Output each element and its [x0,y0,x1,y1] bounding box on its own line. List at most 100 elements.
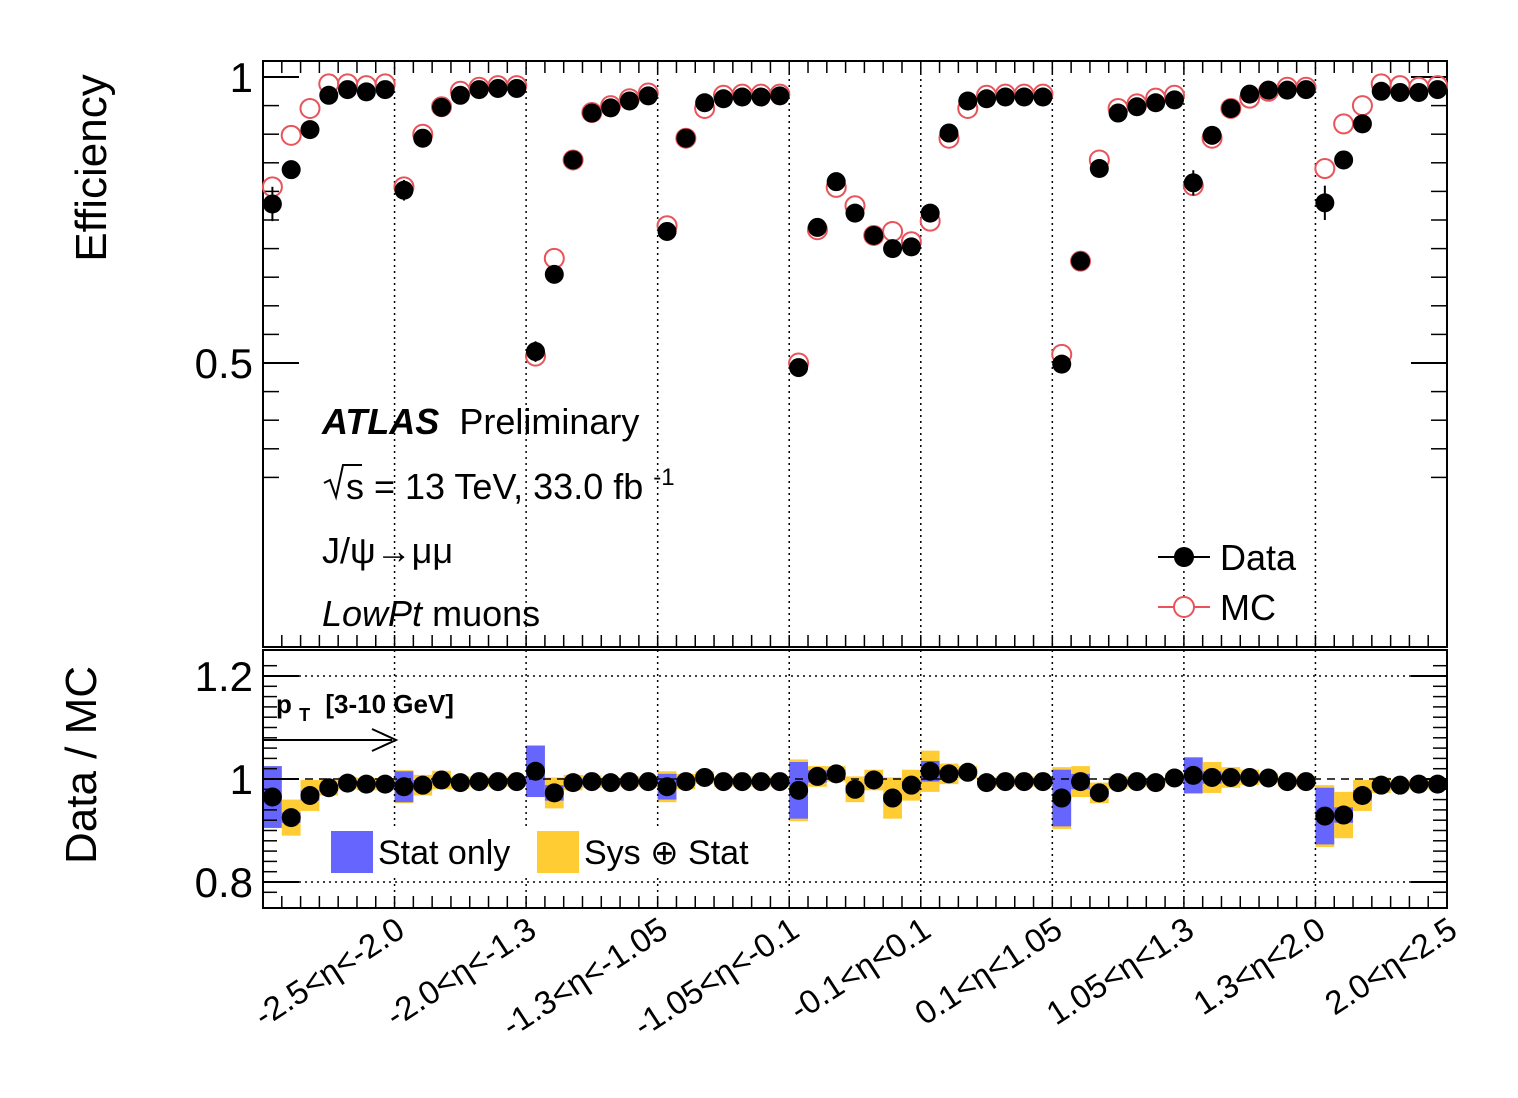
data-point [789,358,809,378]
ratio-point [1352,785,1372,805]
legend-stat-swatch [331,831,373,873]
y-tick-labels: 1 0.5 1.2 1 0.8 [195,54,253,906]
ratio-point [469,772,489,792]
mc-point [299,97,321,119]
efficiency-plot-frame [262,60,1448,648]
data-point [262,194,282,214]
data-point [1033,87,1053,107]
mc-point [882,220,904,242]
efficiency-y-tick-label: 0.5 [195,340,253,387]
eta-category-labels: -2.5<η<-2.0-2.0<η<-1.3-1.3<η<-1.05-1.05<… [247,910,1463,1044]
pt-subscript: T [299,705,310,725]
atlas-experiment: ATLAS [321,401,439,442]
ratio-point [1277,772,1297,792]
svg-text:p T [3-10 GeV]: p T [3-10 GeV] [276,689,454,727]
ratio-series [262,761,1448,828]
data-point [1240,84,1260,104]
data-point [1409,82,1429,102]
data-series [262,78,1448,378]
mc-point [1351,95,1373,117]
data-point [563,150,583,170]
data-point [770,86,790,106]
ratio-point [488,772,508,792]
eta-category-label: 1.3<η<2.0 [1187,910,1332,1022]
data-point [319,85,339,105]
energy-lumi-exponent: -1 [653,464,674,491]
ratio-point [657,777,677,797]
data-point [638,86,658,106]
data-point [695,93,715,113]
ratio-point [807,766,827,786]
ratio-point [375,774,395,794]
ratio-point [977,773,997,793]
mc-series [261,73,1449,374]
data-point [394,180,414,200]
ratio-point [1221,767,1241,787]
data-point [1108,103,1128,123]
ratio-point [619,772,639,792]
ratio-point [1183,765,1203,785]
ratio-point [338,773,358,793]
ratio-axis-title: Data / MC [57,666,106,864]
data-point [732,87,752,107]
ratio-point [1146,773,1166,793]
data-point [977,89,997,109]
mc-point [1333,113,1355,135]
ratio-point [883,788,903,808]
ratio-point [1202,767,1222,787]
ratio-point [958,762,978,782]
legend-stat-label: Stat only [378,834,510,872]
ratio-point [544,783,564,803]
efficiency-y-tick-label: 1 [230,54,253,101]
ratio-point [319,778,339,798]
data-point [356,82,376,102]
ratio-point [394,777,414,797]
data-point [826,172,846,192]
muons-label: muons [432,593,540,634]
ratio-point [432,770,452,790]
legend-mc-marker [1173,596,1195,618]
ratio-point [413,775,433,795]
ratio-point [1127,772,1147,792]
ratio-point [262,787,282,807]
data-point [901,237,921,257]
data-point [1277,80,1297,100]
ratio-point [1014,772,1034,792]
efficiency-axis-title: Efficiency [67,74,116,262]
eta-category-label: 0.1<η<1.05 [908,910,1068,1032]
ratio-point [1071,772,1091,792]
atlas-label: ATLAS Preliminary s = 13 TeV, 33.0 fb -1… [321,401,675,634]
ratio-point [1258,768,1278,788]
data-point [544,264,564,284]
ratio-y-tick-label: 1 [230,756,253,803]
data-point [845,203,865,223]
ratio-point [1164,768,1184,788]
ratio-point [1334,805,1354,825]
pt-annotation: p T [3-10 GeV] [264,689,454,752]
atlas-status: Preliminary [459,401,639,442]
ratio-point [582,772,602,792]
data-point [1183,173,1203,193]
sqrt-icon [323,464,362,501]
svg-text:ATLAS Preliminary: ATLAS Preliminary [321,401,639,442]
svg-text:s = 13 TeV, 33.0 fb -1: s = 13 TeV, 33.0 fb -1 [346,464,675,507]
data-point [1202,125,1222,145]
ratio-point [826,764,846,784]
data-point [488,78,508,98]
data-point [1164,90,1184,110]
pt-symbol: p [276,689,292,719]
ratio-point [1315,806,1335,826]
data-point [807,217,827,237]
ratio-point [901,775,921,795]
ratio-point [450,773,470,793]
ratio-point [995,772,1015,792]
data-point [1352,114,1372,134]
ratio-legend: Stat only Sys ⊕ Stat [328,828,780,878]
eta-category-label: 2.0<η<2.5 [1318,910,1463,1022]
ratio-point [1390,775,1410,795]
data-point [1258,80,1278,100]
ratio-y-tick-label: 1.2 [195,653,253,700]
data-point [1371,81,1391,101]
data-point [1296,80,1316,100]
